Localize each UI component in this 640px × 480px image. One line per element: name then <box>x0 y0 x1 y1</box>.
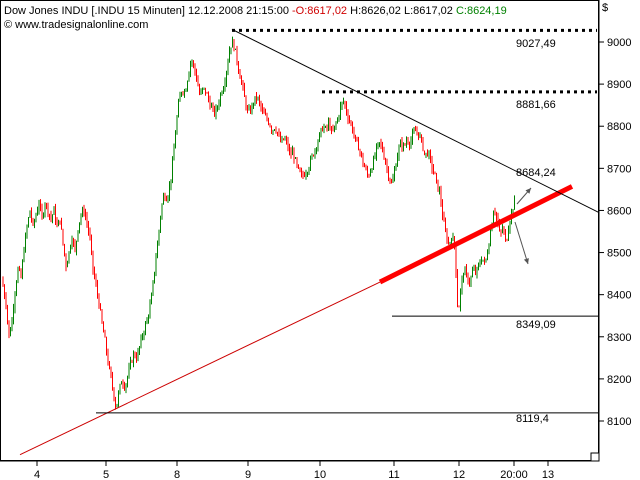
x-tick-label: 13 <box>542 469 554 480</box>
support-trendline <box>19 281 381 456</box>
y-axis: 8100 8200 8300 8400 8500 8600 8700 8800 8900 9000 <box>599 37 631 428</box>
y-tick-label: 8100 <box>607 416 631 428</box>
x-tick-label: 4 <box>34 469 40 480</box>
instrument-name: Dow Jones INDU [.INDU 15 Minuten] <box>4 5 185 17</box>
level-label-8349: 8349,09 <box>516 319 556 331</box>
y-tick-label: 8300 <box>607 332 631 344</box>
copyright-icon: © <box>4 19 13 31</box>
currency-symbol: $ <box>602 2 609 14</box>
thick-trendline <box>378 184 574 285</box>
y-tick-label: 8400 <box>607 290 631 302</box>
down-arrow-head <box>523 258 529 264</box>
y-tick-label: 8900 <box>607 79 631 91</box>
trendlines-layer <box>19 28 600 456</box>
y-tick-label: 8600 <box>607 205 631 217</box>
y-tick-label: 8200 <box>607 374 631 386</box>
y-tick-label: 8800 <box>607 121 631 133</box>
level-label-8684: 8684,24 <box>516 167 556 179</box>
level-label-8881: 8881,66 <box>516 99 556 111</box>
header-close: C:8624,19 <box>455 5 507 17</box>
x-tick-label: 20:00 <box>500 469 528 480</box>
x-tick-label: 11 <box>388 469 399 480</box>
x-tick-label: 5 <box>103 469 109 480</box>
website-url: www.tradesignalonline.com <box>15 19 149 31</box>
x-axis: 4 5 8 9 10 11 12 20:00 13 <box>34 461 554 480</box>
y-tick-label: 9000 <box>607 37 631 49</box>
header-datetime: 12.12.2008 21:15:00 <box>188 5 289 17</box>
y-tick-label: 8700 <box>607 163 631 175</box>
instrument-header: Dow Jones INDU [.INDU 15 Minuten] 12.12.… <box>4 4 507 18</box>
resistance-trendline <box>231 28 600 213</box>
corner-box <box>590 452 600 462</box>
candles-layer <box>2 36 515 410</box>
level-label-8119: 8119,4 <box>516 413 549 425</box>
x-tick-label: 12 <box>453 469 465 480</box>
y-tick-label: 8500 <box>607 248 631 260</box>
level-label-9027: 9027,49 <box>516 38 556 50</box>
down-arrow <box>514 221 529 265</box>
header-low: L:8617,02 <box>403 5 453 17</box>
x-tick-label: 8 <box>174 469 180 480</box>
up-arrow-head <box>525 188 531 194</box>
website-label: © www.tradesignalonline.com <box>4 18 148 32</box>
header-high: H:8626,02 <box>350 5 401 17</box>
x-tick-label: 9 <box>245 469 251 480</box>
header-open: -O:8617,02 <box>292 5 348 17</box>
x-tick-label: 10 <box>314 469 326 480</box>
